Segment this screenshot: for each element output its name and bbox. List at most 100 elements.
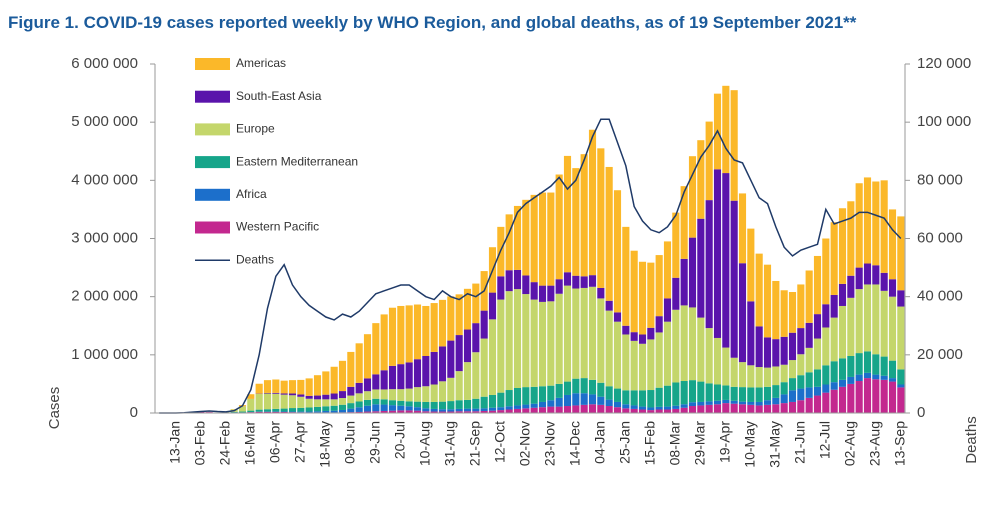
bar-segment: [288, 408, 297, 412]
bar-segment: [455, 335, 463, 372]
bar-segment: [688, 402, 697, 407]
bar-segment: [722, 403, 730, 413]
bar-segment: [872, 181, 880, 266]
bar-segment: [822, 392, 830, 413]
x-tick-label: 04-Jan: [592, 421, 608, 464]
legend-swatch: [195, 58, 230, 70]
bar-segment: [480, 410, 488, 413]
bar-segment: [397, 410, 405, 413]
bar-segment: [680, 305, 688, 382]
bar-segment: [488, 394, 497, 408]
bar-segment: [763, 264, 772, 338]
bar-segment: [472, 398, 480, 409]
bar-segment: [397, 389, 405, 401]
bar-segment: [480, 408, 488, 411]
bar-segment: [730, 200, 738, 358]
bar-segment: [838, 358, 847, 380]
legend-label: South-East Asia: [236, 89, 322, 103]
bar-segment: [330, 366, 338, 394]
bar-segment: [547, 301, 555, 386]
bar-segment: [363, 399, 372, 406]
bar-segment: [838, 305, 847, 359]
bar-segment: [430, 303, 438, 352]
bar-segment: [705, 200, 713, 329]
bar-segment: [788, 332, 797, 361]
bar-segment: [613, 388, 622, 402]
y2-tick-label: 20 000: [917, 346, 963, 363]
bar-segment: [622, 404, 630, 409]
bar-segment: [797, 388, 805, 401]
bar-segment: [572, 378, 580, 394]
bar-segment: [430, 411, 438, 413]
bar-segment: [797, 375, 805, 389]
bar-segment: [338, 398, 347, 405]
bar-segment: [747, 228, 755, 302]
x-tick-label: 13-Sep: [892, 421, 908, 466]
bar-segment: [805, 270, 813, 323]
legend-label: Eastern Mediterranean: [236, 154, 358, 168]
bar-segment: [555, 406, 563, 413]
bar-segment: [630, 408, 638, 413]
bar-segment: [838, 208, 847, 284]
legend-label: Western Pacific: [236, 220, 319, 234]
bar-segment: [322, 399, 330, 407]
bar-segment: [538, 192, 547, 286]
bar-segment: [613, 190, 622, 313]
bar-segment: [755, 401, 763, 406]
bar-segment: [522, 199, 530, 276]
bar-segment: [422, 305, 430, 356]
bar-segment: [588, 404, 597, 413]
bar-segment: [522, 387, 530, 405]
bar-segment: [272, 411, 280, 413]
bar-segment: [863, 177, 872, 264]
bar-segment: [388, 365, 397, 390]
bar-segment: [872, 374, 880, 380]
x-tick-label: 02-Nov: [517, 421, 533, 466]
bar-segment: [530, 282, 538, 300]
bar-segment: [663, 321, 672, 386]
bar-segment: [538, 407, 547, 413]
bar-segment: [722, 347, 730, 386]
y-tick-label: 6 000 000: [71, 55, 138, 72]
bar-segment: [405, 388, 413, 402]
bar-segment: [605, 166, 613, 301]
bar-segment: [638, 343, 647, 391]
bar-segment: [897, 216, 905, 291]
bar-segment: [805, 322, 813, 348]
bar-segment: [513, 408, 522, 413]
bar-segment: [647, 407, 655, 411]
bar-segment: [488, 407, 497, 411]
bar-segment: [713, 337, 722, 385]
x-tick-label: 29-Jun: [367, 421, 383, 464]
bar-segment: [597, 396, 605, 405]
x-tick-label: 25-Jan: [617, 421, 633, 464]
bar-segment: [855, 267, 863, 290]
bar-segment: [297, 394, 305, 397]
bar-segment: [455, 411, 463, 413]
bar-segment: [338, 409, 347, 413]
x-tick-label: 03-Feb: [192, 421, 208, 466]
bar-segment: [438, 299, 447, 347]
bar-segment: [447, 411, 455, 413]
bar-segment: [247, 398, 255, 411]
y-axis-label: Cases: [46, 387, 63, 430]
bar-segment: [288, 393, 297, 396]
y-tick-label: 5 000 000: [71, 113, 138, 130]
bar-segment: [705, 404, 713, 413]
bar-segment: [322, 410, 330, 413]
bar-segment: [255, 383, 263, 394]
bar-segment: [622, 390, 630, 405]
bar-segment: [447, 401, 455, 410]
bar-segment: [605, 310, 613, 387]
bar-segment: [505, 291, 513, 391]
y-tick-label: 1 000 000: [71, 346, 138, 363]
legend-swatch: [195, 188, 230, 201]
bar-segment: [680, 404, 688, 408]
bar-segment: [880, 379, 888, 413]
bar-segment: [655, 406, 663, 410]
bar-segment: [197, 411, 205, 413]
bar-segment: [488, 410, 497, 413]
deaths-line: [159, 118, 902, 414]
bar-segment: [863, 263, 872, 285]
bar-segment: [297, 411, 305, 413]
